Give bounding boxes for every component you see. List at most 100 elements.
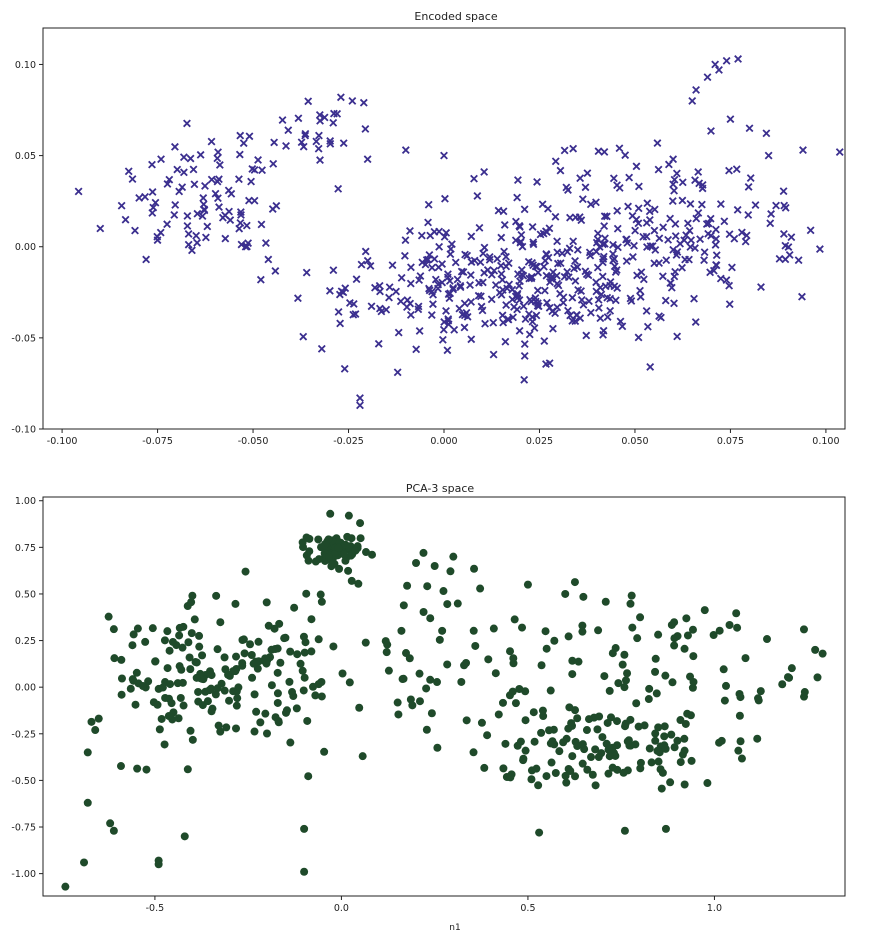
scatter-point	[426, 614, 435, 623]
scatter-point	[133, 764, 142, 773]
scatter-point	[722, 681, 731, 690]
x-tick-label: 0.075	[717, 436, 744, 447]
scatter-point	[720, 217, 729, 226]
scatter-point	[545, 726, 554, 735]
scatter-point	[564, 186, 572, 194]
scatter-point	[186, 726, 195, 735]
scatter-point	[614, 679, 623, 688]
scatter-point	[521, 315, 530, 323]
scatter-point	[725, 281, 734, 290]
scatter-point	[563, 247, 572, 256]
scatter-point	[433, 678, 442, 687]
scatter-point	[712, 251, 721, 260]
scatter-point	[583, 169, 592, 178]
scatter-point	[680, 746, 689, 755]
scatter-point	[484, 655, 493, 664]
scatter-point	[422, 256, 431, 264]
y-tick-label: 0.05	[15, 151, 36, 162]
scatter-point	[179, 168, 188, 177]
scatter-point	[534, 781, 543, 790]
scatter-point	[198, 651, 207, 660]
scatter-point	[443, 346, 452, 355]
scatter-point	[469, 748, 478, 757]
scatter-point	[142, 765, 151, 774]
scatter-point	[305, 547, 314, 556]
scatter-point	[661, 296, 670, 305]
scatter-point	[256, 275, 265, 284]
scatter-point	[466, 271, 475, 280]
scatter-point	[247, 177, 256, 186]
scatter-point	[685, 255, 693, 264]
scatter-point	[312, 137, 321, 146]
scatter-point	[290, 603, 299, 612]
scatter-point	[190, 615, 199, 624]
scatter-point	[634, 722, 643, 731]
scatter-point	[671, 232, 680, 240]
scatter-point	[299, 686, 308, 695]
scatter-point	[160, 636, 169, 645]
scatter-point	[417, 231, 426, 240]
scatter-point	[336, 93, 345, 102]
scatter-point	[326, 139, 335, 148]
scatter-point	[571, 277, 580, 285]
scatter-point	[654, 757, 663, 766]
scatter-point	[314, 680, 323, 689]
scatter-point	[683, 631, 692, 640]
scatter-point	[516, 238, 525, 247]
scatter-point	[551, 769, 560, 778]
scatter-point	[497, 270, 506, 278]
scatter-point	[374, 339, 383, 348]
scatter-point	[165, 175, 174, 184]
scatter-point	[351, 310, 360, 318]
scatter-point	[293, 294, 302, 303]
scatter-point	[304, 556, 313, 565]
scatter-point	[261, 239, 270, 248]
scatter-point	[333, 109, 342, 118]
scatter-point	[611, 751, 620, 760]
scatter-point	[623, 669, 632, 678]
scatter-point	[658, 768, 667, 777]
scatter-point	[515, 221, 524, 230]
scatter-point	[676, 758, 685, 767]
scatter-point	[600, 222, 609, 230]
scatter-point	[438, 260, 447, 268]
scatter-point	[652, 689, 661, 698]
scatter-point	[598, 272, 607, 281]
scatter-point	[418, 258, 427, 267]
scatter-point	[104, 612, 113, 621]
scatter-point	[537, 728, 546, 737]
scatter-point	[733, 623, 742, 632]
y-tick-label: -0.05	[11, 333, 36, 344]
scatter-point	[311, 557, 320, 566]
scatter-point	[500, 220, 509, 229]
encoded-space-y-axis: -0.10 -0.05 0.00 0.05 0.10	[11, 60, 43, 436]
scatter-point	[542, 250, 551, 259]
scatter-point	[316, 156, 324, 165]
scatter-point	[556, 166, 565, 175]
scatter-point	[345, 298, 354, 307]
scatter-point	[787, 664, 796, 673]
scatter-point	[601, 282, 610, 291]
scatter-point	[715, 65, 723, 74]
scatter-point	[661, 824, 670, 833]
scatter-point	[211, 690, 220, 699]
scatter-point	[780, 201, 789, 210]
scatter-point	[117, 201, 126, 210]
scatter-point	[296, 659, 305, 668]
scatter-point	[596, 314, 605, 323]
scatter-point	[592, 198, 600, 207]
scatter-point	[712, 234, 721, 243]
scatter-point	[470, 174, 478, 183]
scatter-point	[154, 856, 163, 865]
scatter-point	[498, 275, 507, 284]
scatter-point	[600, 148, 609, 156]
scatter-point	[506, 647, 515, 656]
scatter-point	[620, 826, 629, 835]
scatter-point	[192, 673, 201, 682]
scatter-point	[128, 641, 137, 650]
scatter-point	[568, 316, 577, 325]
scatter-point	[165, 646, 174, 655]
scatter-point	[354, 579, 363, 588]
scatter-point	[352, 275, 361, 284]
y-tick-label: 0.75	[15, 543, 36, 554]
